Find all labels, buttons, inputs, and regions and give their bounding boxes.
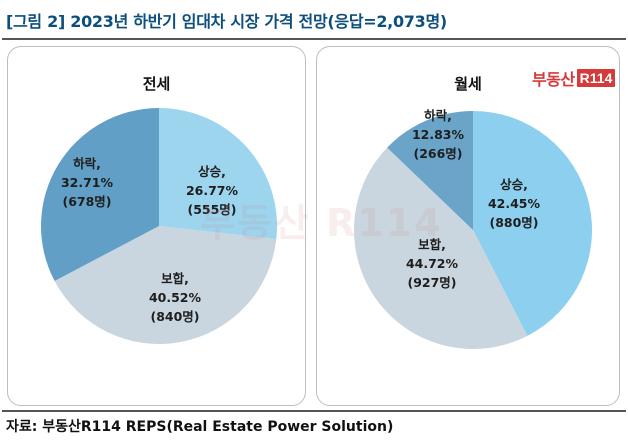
- slice-label-up: 상승,: [198, 164, 226, 179]
- slice-count-up: (555명): [187, 202, 237, 217]
- slice-count-up: (880명): [489, 215, 539, 230]
- slice-count-flat: (927명): [407, 275, 457, 290]
- slice-label-down: 하락, 12.83% (266명): [383, 106, 493, 163]
- figure-title: [그림 2] 2023년 하반기 임대차 시장 가격 전망(응답=2,073명): [6, 12, 447, 31]
- pie-slice-down: [387, 111, 473, 230]
- panel-jeonse: 전세 상승, 26.77% (555명) 보합, 40.52% (840명) 하락, 32.7…: [7, 46, 306, 406]
- panel-wolse: 월세 상승, 42.45% (880명) 보합, 44.72% (927명) 하락, 12.8…: [316, 46, 620, 406]
- top-rule: [2, 38, 626, 40]
- slice-label-up: 상승, 26.77% (555명): [157, 162, 267, 219]
- slice-pct-up: 42.45%: [487, 196, 541, 211]
- pie-slice-up: [473, 111, 593, 336]
- slice-label-down: 하락, 32.71% (678명): [32, 154, 142, 211]
- slice-label-flat: 보합,: [161, 271, 189, 286]
- chart-title-jeonse: 전세: [142, 75, 171, 93]
- slice-label-flat: 보합,: [418, 237, 446, 252]
- pie-slice-up: [159, 108, 277, 240]
- pie-chart-wolse: [354, 111, 593, 349]
- slice-label-down: 하락,: [424, 108, 452, 123]
- logo-box: R114: [576, 69, 616, 87]
- slice-pct-down: 12.83%: [411, 127, 465, 142]
- slice-label-up: 상승, 42.45% (880명): [459, 175, 569, 232]
- pie-slice-flat: [354, 147, 528, 349]
- pie-slice-flat: [54, 226, 277, 344]
- watermark: 부동산 R114: [200, 201, 443, 245]
- slice-label-flat: 보합, 44.72% (927명): [377, 235, 487, 292]
- logo-text: 부동산: [532, 70, 575, 89]
- slice-pct-up: 26.77%: [185, 183, 239, 198]
- slice-pct-flat: 40.52%: [148, 290, 202, 305]
- slice-label-down: 하락,: [73, 156, 101, 171]
- chart-title-wolse: 월세: [454, 75, 482, 93]
- slice-count-flat: (840명): [150, 309, 200, 324]
- slice-pct-down: 32.71%: [60, 175, 114, 190]
- slice-count-down: (678명): [62, 194, 112, 209]
- pie-chart-jeonse: [41, 108, 277, 344]
- pie-slice-down: [41, 108, 159, 281]
- slice-label-up: 상승,: [500, 177, 528, 192]
- source-note: 자료: 부동산R114 REPS(Real Estate Power Solut…: [6, 419, 394, 435]
- slice-label-flat: 보합, 40.52% (840명): [120, 269, 230, 326]
- bottom-rule: [2, 410, 626, 412]
- brand-logo: 부동산 R114: [532, 66, 616, 90]
- slice-pct-flat: 44.72%: [405, 256, 459, 271]
- slice-count-down: (266명): [413, 146, 463, 161]
